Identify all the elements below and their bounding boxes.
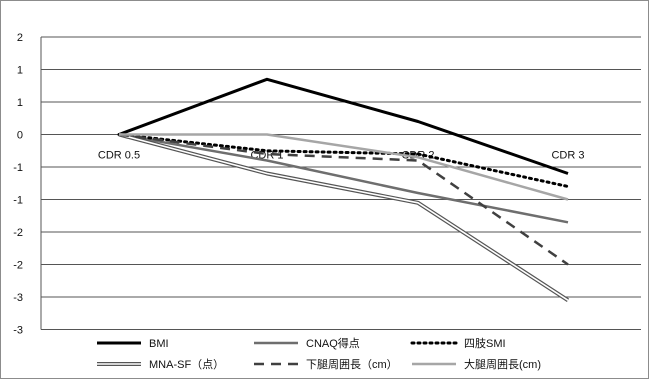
series-line-path [117,133,570,188]
series-lines [117,77,570,302]
gridlines [40,36,641,330]
series-line-path [118,77,569,175]
legend-item: MNA-SF（点） [97,358,224,371]
y-tick-label: 1 [17,97,23,109]
legend-label: CNAQ得点 [306,337,360,350]
legend-label: MNA-SF（点） [149,358,224,371]
series-line [118,77,569,175]
y-tick-label: 1 [17,65,23,77]
series-line-path [118,133,569,224]
y-tick-label: 2 [17,32,23,44]
category-label: CDR 0.5 [98,150,140,162]
legend-item: 四肢SMI [410,336,506,350]
category-label: CDR 3 [551,150,584,162]
legend-label: 大腿周囲長(cm) [464,357,541,371]
legend-item: 下腿周囲長（cm） [254,358,398,371]
y-tick-label: 0 [17,130,23,142]
series-line-path [119,133,569,201]
series-line-path [118,133,569,301]
legend: BMI CNAQ得点 四肢SMI MNA-SF（点） 下腿周囲長（cm） 大腿周囲長(cm… [97,336,541,371]
y-tick-label: -1 [13,162,23,174]
legend-label: 下腿周囲長（cm） [306,358,398,371]
series-line-path [118,133,569,266]
series-line [117,133,570,188]
legend-label: 四肢SMI [464,336,506,350]
legend-item: CNAQ得点 [254,337,360,350]
series-line [119,133,569,201]
legend-item: 大腿周囲長(cm) [412,357,541,371]
series-line [118,133,569,224]
legend-item: BMI [97,338,169,350]
y-tick-label: -3 [13,292,23,304]
y-tick-label: -3 [13,325,23,337]
y-tick-label: -1 [13,195,23,207]
legend-label: BMI [149,338,169,350]
series-line [118,132,570,302]
y-axis-ticks: 2 1 1 0 -1 -1 -2 -2 -3 -3 [13,32,23,337]
series-line [118,133,569,266]
y-tick-label: -2 [13,260,23,272]
y-tick-label: -2 [13,227,23,239]
